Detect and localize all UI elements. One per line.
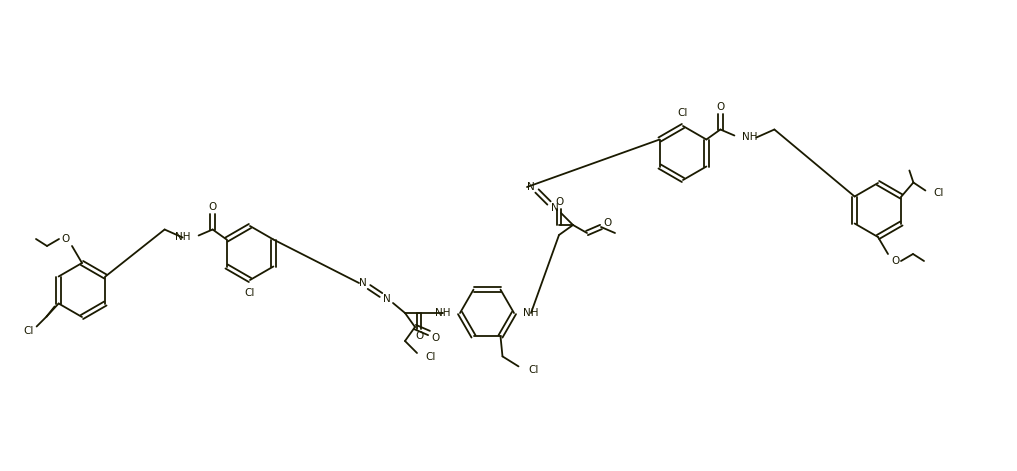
Text: Cl: Cl — [677, 108, 689, 118]
Text: O: O — [415, 331, 423, 341]
Text: O: O — [61, 234, 69, 244]
Text: NH: NH — [435, 308, 451, 318]
Text: O: O — [208, 202, 217, 211]
Text: N: N — [551, 203, 559, 213]
Text: Cl: Cl — [245, 288, 255, 298]
Text: N: N — [383, 294, 391, 304]
Text: NH: NH — [175, 233, 190, 243]
Text: Cl: Cl — [425, 352, 435, 362]
Text: O: O — [891, 256, 899, 266]
Text: Cl: Cl — [934, 187, 944, 197]
Text: NH: NH — [523, 308, 538, 318]
Text: N: N — [527, 182, 535, 192]
Text: O: O — [716, 101, 724, 112]
Text: NH: NH — [742, 132, 758, 143]
Text: N: N — [359, 278, 367, 288]
Text: O: O — [555, 197, 563, 207]
Text: O: O — [431, 333, 439, 343]
Text: O: O — [603, 218, 611, 228]
Text: Cl: Cl — [529, 365, 539, 375]
Text: Cl: Cl — [23, 325, 34, 335]
